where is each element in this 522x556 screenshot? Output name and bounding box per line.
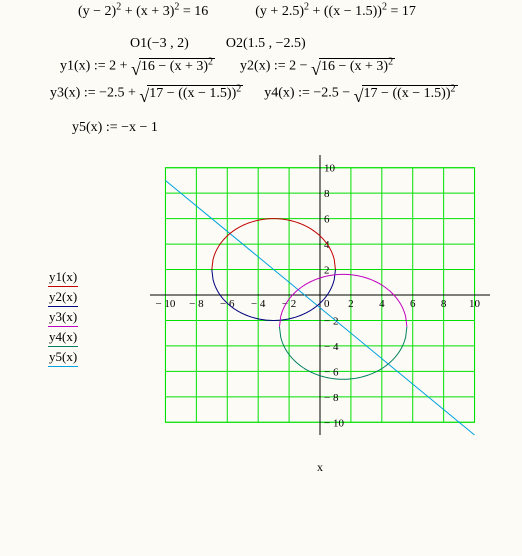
svg-text:8: 8 <box>324 188 330 200</box>
svg-text:− 8: − 8 <box>189 298 204 310</box>
exp: 2 <box>451 84 456 95</box>
legend-y2: y2(x) <box>48 286 78 306</box>
radical: √17 − ((x − 1.5))2 <box>354 85 458 102</box>
definition-y4: y4(x) := −2.5 − √17 − ((x − 1.5))2 <box>264 85 457 102</box>
exp: 2 <box>208 57 213 68</box>
equation-circle-2: (y + 2.5)2 + ((x − 1.5))2 = 17 <box>255 4 416 20</box>
chart-plot: − 10− 8− 6− 4− 20246810− 10− 8− 6− 4− 22… <box>150 155 490 475</box>
definition-y3: y3(x) := −2.5 + √17 − ((x − 1.5))2 <box>50 85 243 102</box>
y3-lhs: y3(x) := −2.5 + <box>50 86 139 101</box>
svg-text:0: 0 <box>324 298 330 310</box>
exp: 2 <box>388 57 393 68</box>
definition-y1: y1(x) := 2 + √16 − (x + 3)2 <box>60 58 215 75</box>
chart-legend: y1(x) y2(x) y3(x) y4(x) y5(x) <box>0 155 150 367</box>
svg-text:− 10: − 10 <box>155 298 175 310</box>
eq1-part1: (y − 2) <box>78 4 116 19</box>
svg-text:4: 4 <box>379 298 385 310</box>
radical: √16 − (x + 3)2 <box>311 58 395 75</box>
svg-text:2: 2 <box>324 264 330 276</box>
y2-lhs: y2(x) := 2 − <box>240 59 311 74</box>
exp: 2 <box>236 84 241 95</box>
eq2-part2: + ((x − 1.5)) <box>309 4 382 19</box>
svg-text:10: 10 <box>324 162 336 174</box>
eq2-part3: = 17 <box>387 4 416 19</box>
y1-lhs: y1(x) := 2 + <box>60 59 131 74</box>
svg-text:− 4: − 4 <box>251 298 266 310</box>
svg-text:− 10: − 10 <box>324 417 344 429</box>
legend-y1: y1(x) <box>48 267 78 287</box>
eq1-part3: = 16 <box>179 4 208 19</box>
svg-text:8: 8 <box>441 298 447 310</box>
svg-text:6: 6 <box>410 298 416 310</box>
y3-rad: 17 − ((x − 1.5)) <box>149 86 236 101</box>
svg-text:− 6: − 6 <box>324 366 339 378</box>
svg-text:− 4: − 4 <box>324 341 339 353</box>
y2-rad: 16 − (x + 3) <box>321 59 388 74</box>
definition-y5: y5(x) := −x − 1 <box>72 120 158 136</box>
legend-y4: y4(x) <box>48 326 78 346</box>
eq1-part2: + (x + 3) <box>121 4 174 19</box>
radical: √16 − (x + 3)2 <box>131 58 215 75</box>
y4-rad: 17 − ((x − 1.5)) <box>364 86 451 101</box>
legend-y5: y5(x) <box>48 346 78 366</box>
y4-lhs: y4(x) := −2.5 − <box>264 86 353 101</box>
eq2-part1: (y + 2.5) <box>255 4 304 19</box>
center-O1: O1(−3 , 2) <box>130 36 189 52</box>
svg-text:2: 2 <box>348 298 354 310</box>
chart-svg: − 10− 8− 6− 4− 20246810− 10− 8− 6− 4− 22… <box>150 155 490 455</box>
radical: √17 − ((x − 1.5))2 <box>139 85 243 102</box>
center-O2: O2(1.5 , −2.5) <box>226 36 306 52</box>
x-axis-label: x <box>150 460 490 475</box>
y1-rad: 16 − (x + 3) <box>141 59 208 74</box>
definition-y2: y2(x) := 2 − √16 − (x + 3)2 <box>240 58 395 75</box>
legend-y3: y3(x) <box>48 306 78 326</box>
svg-text:10: 10 <box>469 298 481 310</box>
svg-text:− 8: − 8 <box>324 391 339 403</box>
svg-text:6: 6 <box>324 213 330 225</box>
equation-circle-1: (y − 2)2 + (x + 3)2 = 16 <box>78 4 208 20</box>
